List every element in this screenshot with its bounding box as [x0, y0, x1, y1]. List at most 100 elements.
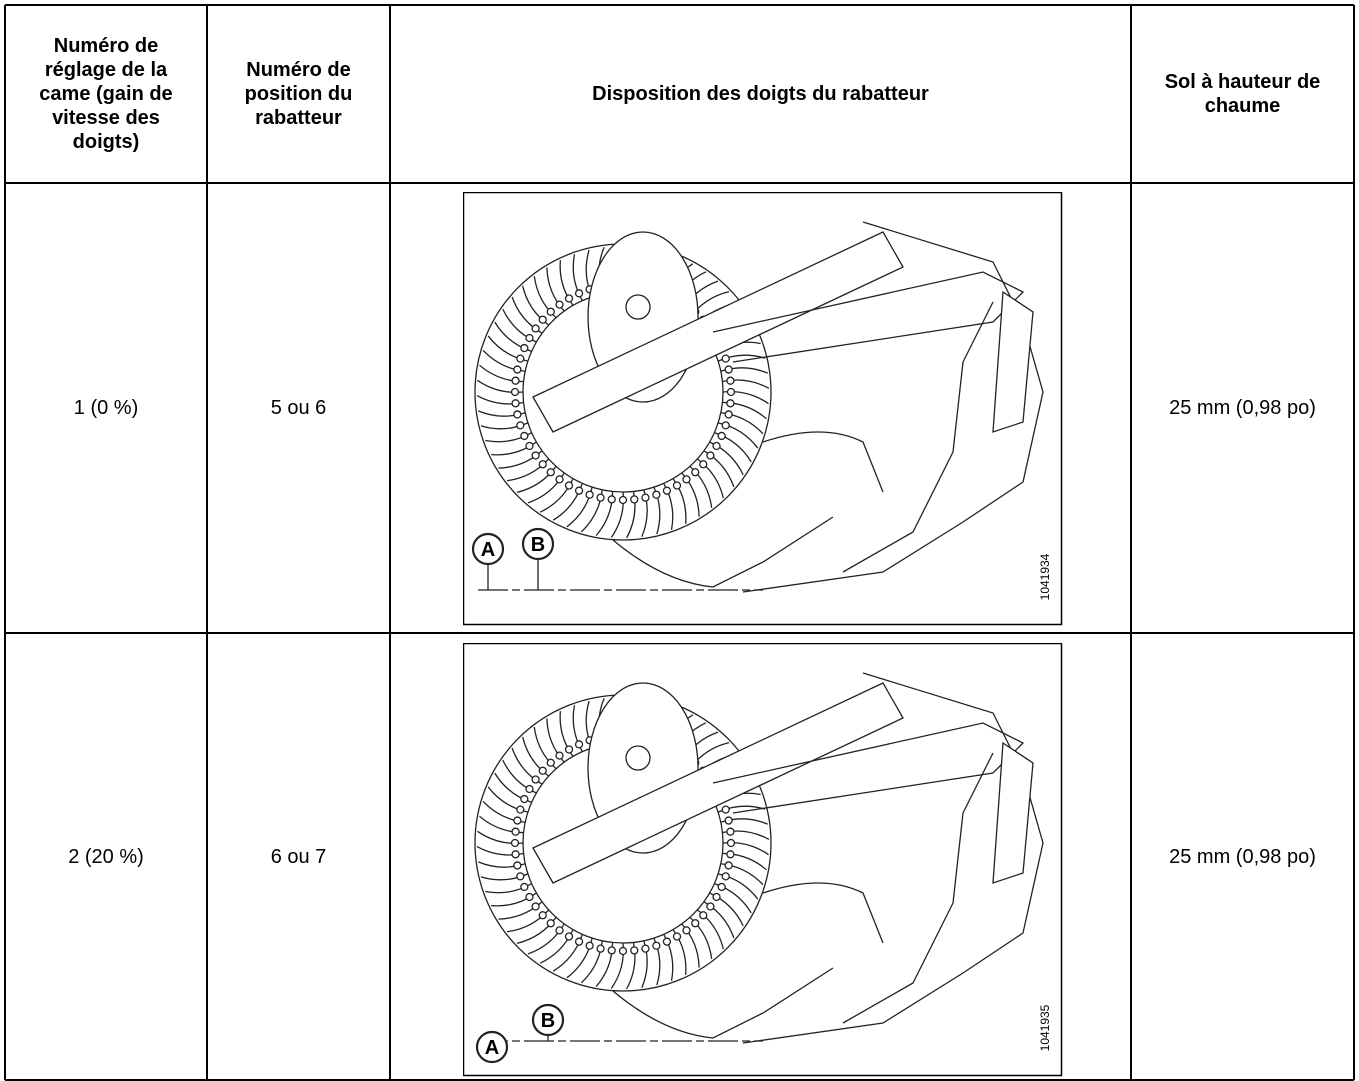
- drawing-part: [574, 937, 584, 946]
- figure-id: 1041935: [1038, 1004, 1052, 1051]
- drawing-part: [513, 816, 522, 825]
- drawing-part: [463, 643, 1063, 1077]
- drawing-part: [706, 451, 715, 460]
- drawing-part: [520, 343, 529, 353]
- reel-illustration: A B 1041934: [463, 192, 1063, 626]
- drawing-part: [630, 946, 639, 955]
- figure-frame: [463, 192, 1063, 626]
- drawing-part: [612, 967, 834, 1039]
- drawing-part: [585, 941, 594, 950]
- drawing-part: [691, 468, 700, 477]
- drawing-part: [546, 758, 555, 767]
- drawing-part: [726, 387, 736, 397]
- drawing-part: [726, 838, 736, 848]
- drawing-part: [511, 827, 520, 836]
- column-border: [4, 5, 6, 1080]
- drawing-part: [596, 944, 605, 953]
- drawing-part: [842, 301, 994, 573]
- drawing-part: [712, 271, 1025, 363]
- drawing-part: [717, 431, 726, 441]
- drawing-part: [564, 932, 574, 941]
- callout-circle: [531, 1003, 565, 1037]
- drawing-part: [691, 919, 700, 928]
- drawing-part: [510, 387, 520, 397]
- drawing-part: [724, 816, 733, 825]
- drawing-part: [564, 745, 574, 754]
- drawing-part: [682, 475, 691, 484]
- drawing-part: [513, 410, 522, 419]
- drawing-part: [525, 333, 534, 343]
- drawing-part: [555, 751, 564, 760]
- column-border: [206, 5, 208, 1080]
- drawing-part: [555, 926, 564, 935]
- drawing-part: [516, 872, 525, 881]
- drawing-part: [630, 495, 639, 504]
- drawing-part: [712, 892, 721, 902]
- drawing-part: [672, 481, 682, 490]
- column-border: [1353, 5, 1355, 1080]
- drawing-part: [538, 315, 547, 324]
- drawing-part: [641, 944, 650, 953]
- drawing-part: [641, 493, 650, 502]
- row-border: [5, 632, 1354, 634]
- drawing-part: [762, 882, 884, 944]
- drawing-part: [525, 784, 534, 794]
- drawing-part: [574, 740, 584, 749]
- cam-cell: 2 (20 %): [68, 845, 144, 868]
- drawing-part: [511, 376, 520, 385]
- drawing-part: [699, 911, 708, 920]
- drawing-part: [513, 861, 522, 870]
- drawing-part: [672, 932, 682, 941]
- drawing-part: [706, 902, 715, 911]
- drawing-part: [546, 468, 555, 477]
- drawing-part: [520, 431, 529, 441]
- reel-illustration: A B 1041935: [463, 643, 1063, 1077]
- drawing-part: [724, 861, 733, 870]
- drawing-part: [712, 441, 721, 451]
- callout-label: A: [481, 539, 495, 561]
- drawing-part: [712, 722, 1025, 814]
- drawing-part: [762, 431, 884, 493]
- drawing-part: [721, 805, 730, 814]
- drawing-part: [618, 495, 628, 505]
- figure-id: 1041934: [1038, 553, 1052, 600]
- drawing-part: [992, 290, 1034, 433]
- drawing-part: [724, 410, 733, 419]
- drawing-part: [721, 421, 730, 430]
- position-cell: 5 ou 6: [270, 397, 327, 419]
- drawing-part: [652, 941, 661, 950]
- drawing-part: [992, 741, 1034, 884]
- callout-label: B: [541, 1010, 555, 1032]
- header-cell: Numéro de position du rabatteur: [244, 59, 353, 129]
- drawing-part: [574, 289, 584, 298]
- drawing-part: [463, 192, 1063, 626]
- drawing-part: [726, 399, 735, 408]
- drawing-part: [531, 775, 540, 784]
- drawing-part: [538, 766, 547, 775]
- drawing-part: [511, 850, 520, 859]
- drawing-part: [516, 354, 525, 363]
- drawing-part: [538, 911, 547, 920]
- drawing-part: [724, 365, 733, 374]
- row-border: [5, 4, 1354, 6]
- position-cell: 6 ou 7: [270, 845, 327, 868]
- drawing-part: [531, 324, 540, 333]
- drawing-part: [516, 805, 525, 814]
- drawing-part: [625, 745, 651, 771]
- drawing-part: [726, 850, 735, 859]
- drawing-part: [652, 490, 661, 499]
- drawing-part: [721, 354, 730, 363]
- drawing-part: [525, 892, 534, 902]
- drawing-part: [531, 902, 540, 911]
- height-cell: 25 mm (0,98 po): [1169, 845, 1316, 868]
- drawing-part: [564, 481, 574, 490]
- drawing-part: [682, 926, 691, 935]
- drawing-part: [525, 441, 534, 451]
- drawing-part: [625, 294, 651, 320]
- drawing-part: [513, 365, 522, 374]
- drawing-part: [555, 475, 564, 484]
- cam-cell: 1 (0 %): [73, 397, 139, 419]
- callout-circle: [521, 527, 555, 561]
- header-cell: Disposition des doigts du rabatteur: [592, 83, 929, 105]
